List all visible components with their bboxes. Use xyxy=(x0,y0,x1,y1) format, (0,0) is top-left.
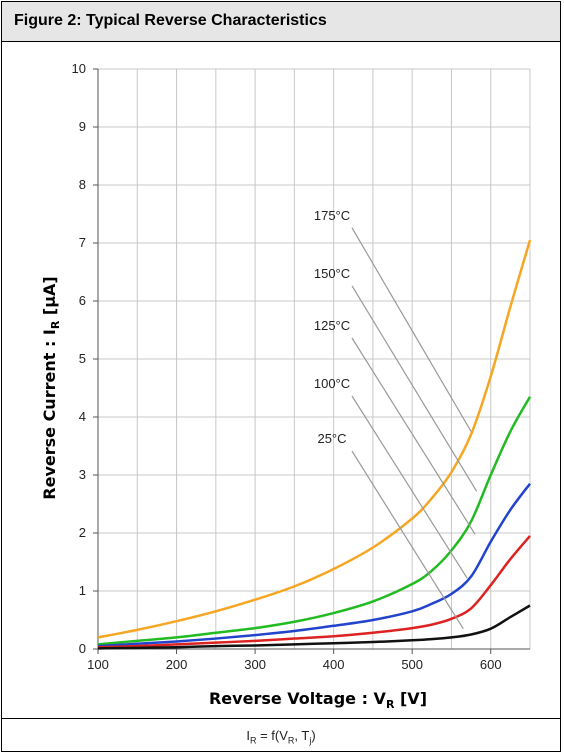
y-tick-label: 7 xyxy=(79,235,86,250)
footer-formula: IR = f(VR, Tj) xyxy=(246,728,316,746)
series-label-1: 150°C xyxy=(314,266,350,281)
x-tick-label: 200 xyxy=(166,657,188,672)
footer-divider xyxy=(2,718,560,719)
y-tick-label: 4 xyxy=(79,409,86,424)
series-line-2 xyxy=(97,482,531,648)
x-tick-label: 100 xyxy=(87,657,109,672)
series-label-0: 175°C xyxy=(314,208,350,223)
series-line-0 xyxy=(97,239,532,639)
y-tick-label: 3 xyxy=(79,467,86,482)
series-label-pointer-2 xyxy=(351,337,476,535)
y-axis-title: Reverse Current : IR [µA] xyxy=(40,276,62,499)
x-tick-label: 600 xyxy=(480,657,502,672)
series-lines xyxy=(97,239,532,650)
grid xyxy=(97,68,531,650)
series-label-pointer-0 xyxy=(351,227,472,432)
series-line-3 xyxy=(97,535,531,649)
y-tick-label: 2 xyxy=(79,525,86,540)
chart: 0 1 2 3 4 5 6 7 8 9 10 100 200 300 400 500 600 175°C 150°… xyxy=(40,61,532,711)
axes: 0 1 2 3 4 5 6 7 8 9 10 100 200 300 400 500 600 xyxy=(72,61,530,672)
x-tick-label: 500 xyxy=(401,657,423,672)
series-label-pointer-3 xyxy=(351,395,468,579)
y-tick-label: 5 xyxy=(79,351,86,366)
figure-title: Figure 2: Typical Reverse Characteristic… xyxy=(14,12,327,29)
x-axis-title: Reverse Voltage : VR [V] xyxy=(209,689,427,711)
series-line-1 xyxy=(97,396,532,646)
figure-header: Figure 2: Typical Reverse Characteristic… xyxy=(2,2,560,42)
figure-footer: IR = f(VR, Tj) xyxy=(2,719,560,751)
y-tick-label: 10 xyxy=(72,61,86,76)
series-label-pointer-4 xyxy=(351,450,464,630)
series-line-4 xyxy=(97,604,531,650)
x-tick-label: 300 xyxy=(244,657,266,672)
y-tick-label: 1 xyxy=(79,583,86,598)
series-label-3: 100°C xyxy=(314,376,350,391)
y-tick-label: 6 xyxy=(79,293,86,308)
y-tick-label: 9 xyxy=(79,119,86,134)
series-label-pointer-1 xyxy=(351,285,478,492)
series-label-2: 125°C xyxy=(314,318,350,333)
y-tick-label: 0 xyxy=(79,641,86,656)
series-label-4: 25°C xyxy=(317,431,346,446)
x-tick-label: 400 xyxy=(323,657,345,672)
series-labels: 175°C 150°C 125°C 100°C 25°C xyxy=(314,208,478,630)
y-tick-label: 8 xyxy=(79,177,86,192)
